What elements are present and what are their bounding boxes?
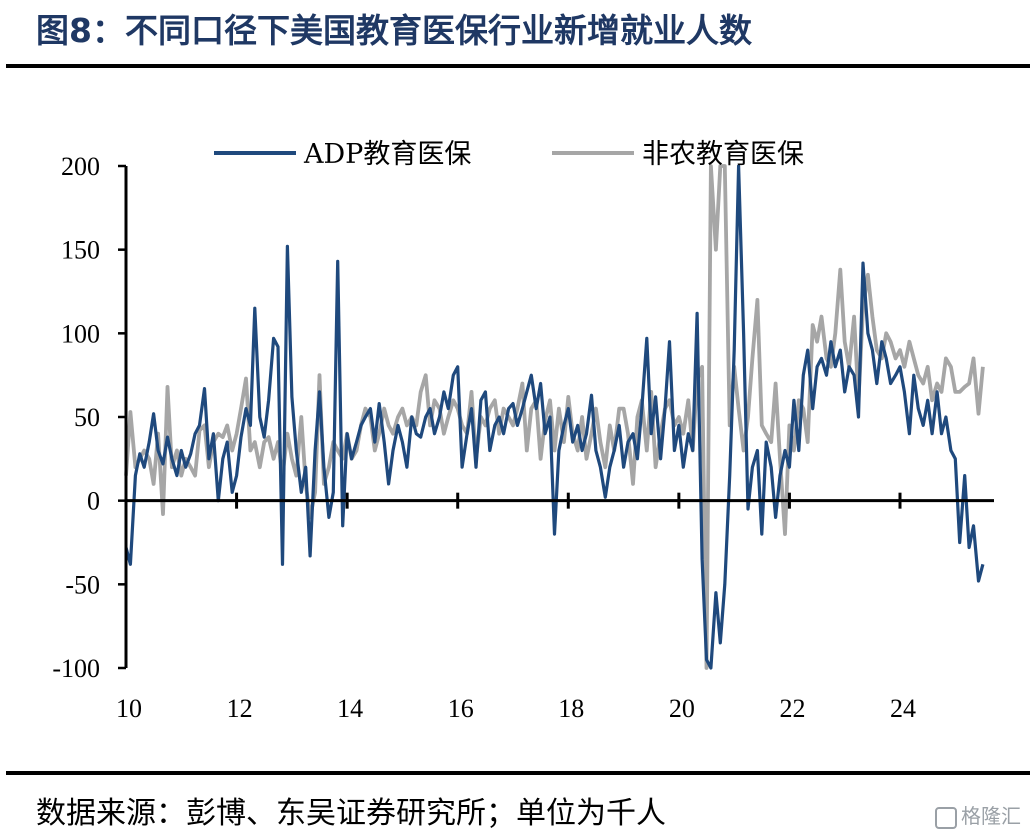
legend-label-nonfarm: 非农教育医保 (642, 139, 804, 170)
legend: ADP教育医保 非农教育医保 (214, 139, 804, 170)
watermark-logo-icon (935, 806, 957, 829)
legend-label-adp: ADP教育医保 (303, 139, 471, 170)
series-layer (124, 164, 985, 670)
x-tick-label: 14 (337, 694, 363, 723)
x-tick-label: 16 (448, 694, 474, 723)
source-note: 数据来源：彭博、东吴证券研究所；单位为千人 (36, 796, 666, 831)
series-line-nonfarm (124, 164, 985, 670)
bottom-rule (6, 771, 1030, 775)
y-tick-label: 150 (61, 236, 100, 265)
x-tick-label: 24 (890, 694, 916, 723)
x-tick-label: 20 (669, 694, 695, 723)
y-tick-label: -50 (65, 570, 100, 599)
y-tick-label: 200 (61, 152, 100, 181)
y-tick-label: 50 (74, 403, 100, 432)
x-tick-label: 12 (227, 694, 253, 723)
y-tick-label: -100 (52, 654, 100, 683)
watermark: 格隆汇 (935, 800, 1021, 829)
watermark-text: 格隆汇 (961, 804, 1021, 828)
figure-title: 图8：不同口径下美国教育医保行业新增就业人数 (36, 11, 752, 50)
axes-layer: -100 -50 0 50 100 150 200 10 12 14 16 18 20 22 24 (52, 152, 994, 723)
x-tick-label: 10 (116, 694, 142, 723)
x-tick-label: 22 (779, 694, 805, 723)
x-tick-label: 18 (558, 694, 584, 723)
y-tick-label: 0 (87, 487, 100, 516)
line-chart: -100 -50 0 50 100 150 200 10 12 14 16 18 20 22 24 ADP教… (52, 139, 994, 723)
series-line-adp (124, 164, 985, 670)
y-tick-label: 100 (61, 319, 100, 348)
top-rule (6, 64, 1030, 68)
